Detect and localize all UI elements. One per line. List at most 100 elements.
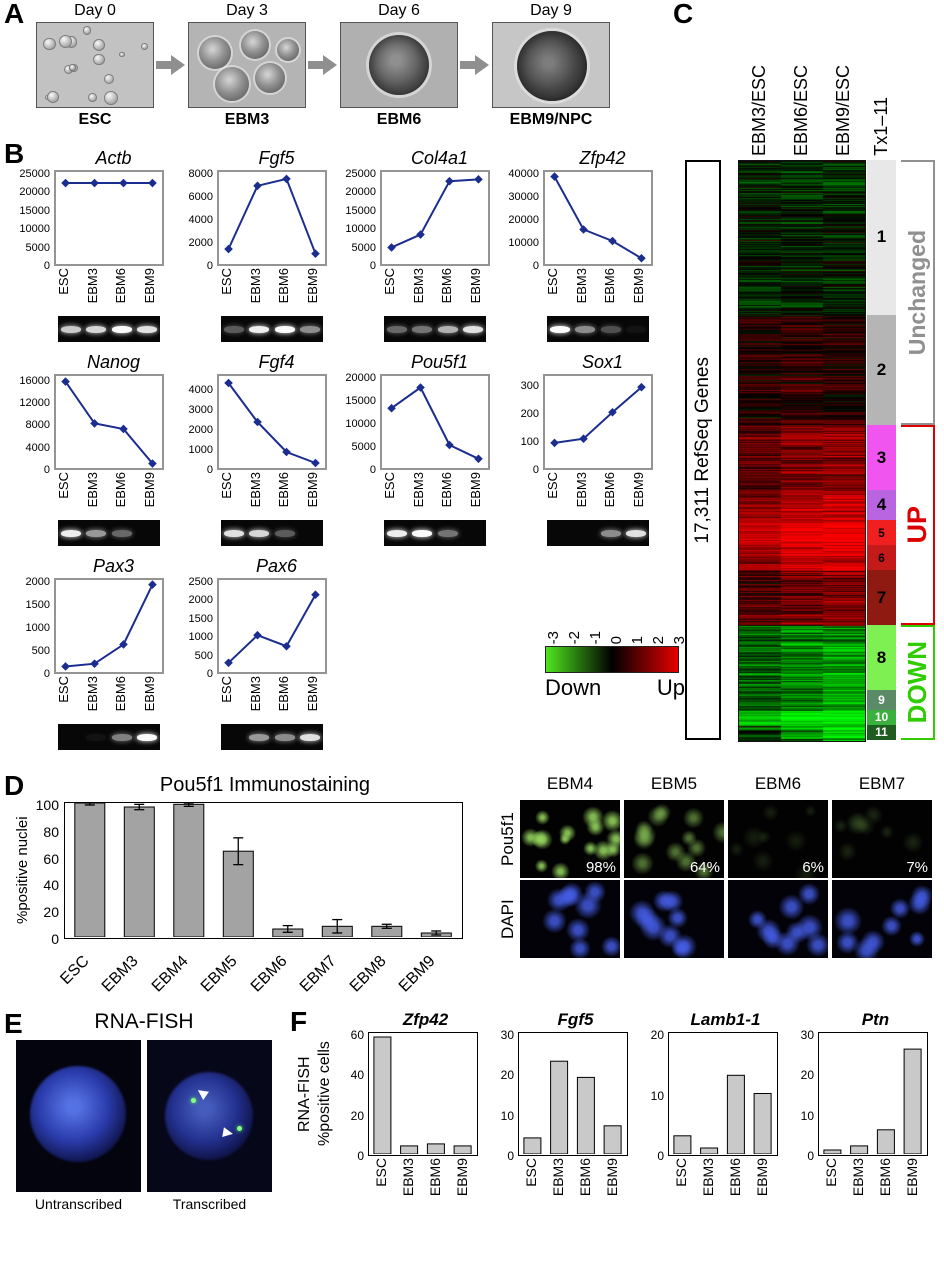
immunofluorescence-image-grid: EBM4 EBM5 EBM6 EBM7 Pou5f1 98% 64% 6% 7% DAPI: [498, 774, 932, 958]
stained-nucleus: [558, 824, 577, 842]
chart-title: Ptn: [861, 1010, 890, 1029]
dapi-nucleus: [889, 898, 911, 919]
legend-tick-row: -3 -2 -1 0 1 2 3: [545, 602, 688, 644]
row-label-pou5f1: Pou5f1: [498, 812, 517, 866]
x-tick-label: ESC: [544, 472, 560, 499]
rna-fish-chart-grid: Zfp42 0 20 40 60 ESC EBM3 EBM6 EBM9 Fgf5 0 10 20 30 ES…: [342, 1010, 933, 1236]
gel-nanog: [58, 520, 160, 546]
chart-pax3: Pax3 0 500 1000 1500 2000 ESC EBM3 EBM6 EBM9: [12, 556, 173, 750]
cell-colony: [93, 54, 105, 66]
stained-nucleus: [856, 816, 876, 836]
gel-band: [549, 325, 570, 333]
y-tick-label: 0: [357, 1149, 364, 1163]
y-tick-label: 5000: [351, 441, 376, 453]
panel-d: D Pou5f1 Immunostaining %positive nuclei…: [0, 772, 944, 1008]
y-tick-label: 20000: [19, 186, 50, 199]
stained-nucleus: [581, 805, 604, 828]
panel-a-label: A: [4, 0, 25, 29]
legend-tick-label: -3: [545, 630, 562, 644]
gel-band: [300, 733, 321, 741]
rna-fish-title: RNA-FISH: [94, 1010, 194, 1033]
plot-area: [368, 1032, 478, 1156]
plot-area: [668, 1032, 778, 1156]
x-axis: ESC EBM3 EBM6 EBM9: [217, 470, 327, 518]
heatmap-col-header-ebm9: EBM9/ESC: [833, 64, 853, 156]
y-tick-label: 0: [369, 260, 376, 272]
y-tick-label: 100: [520, 436, 539, 449]
cluster-band-7: 7: [867, 570, 896, 626]
heatmap-col-header-ebm3: EBM3/ESC: [749, 64, 769, 156]
cell-colony: [46, 90, 59, 103]
x-axis: ESC EBM3 EBM6 EBM9: [368, 1156, 478, 1236]
chart-title: Pax3: [92, 556, 135, 576]
dapi-image-ebm5: [624, 880, 724, 958]
y-axis: 0 5000 10000 15000 20000 25000: [12, 168, 54, 272]
chart-body: 0 5000 10000 15000 20000 25000: [338, 168, 499, 272]
y-tick-label: 4000: [188, 384, 213, 396]
y-tick-label: 0: [43, 464, 50, 476]
y-tick-label: 60: [350, 1028, 364, 1042]
x-tick-label: EBM3: [247, 676, 263, 712]
gel-band: [386, 529, 407, 537]
chart-body: 0 5000 10000 15000 20000 25000: [12, 168, 173, 272]
cell-colony: [43, 37, 56, 51]
timeline-step: Day 0 ESC: [34, 2, 156, 129]
gel-band: [86, 529, 107, 537]
x-tick-label: EBM9: [468, 268, 484, 304]
chart-fgf4: Fgf4 0 1000 2000 3000 4000 ESC EBM3 EBM6 EBM9: [175, 352, 336, 546]
y-tick-label: 3000: [188, 404, 213, 416]
chart-title: Zfp42: [579, 148, 626, 168]
x-tick-label: EBM9: [305, 268, 321, 304]
x-tick-label: EBM3: [247, 472, 263, 508]
chart-col4a1: Col4a1 0 5000 10000 15000 20000 25000 ESC EBM3 EB…: [338, 148, 499, 342]
y-tick-label: 1000: [188, 444, 213, 456]
y-axis: 0 500 1000 1500 2000 2500: [175, 576, 217, 680]
x-tick-label: ESC: [381, 268, 397, 295]
y-tick-label: 30: [500, 1028, 514, 1042]
cell-colony: [103, 91, 118, 105]
y-tick-label: 10000: [508, 237, 539, 249]
gel-band: [300, 325, 321, 333]
immunostaining-bar-chart: %positive nuclei 0 20 40 60 80 100: [14, 798, 463, 946]
gel-zfp42: [547, 316, 649, 342]
group-bracket-unchanged: Unchanged: [901, 160, 935, 426]
gel-band: [463, 325, 484, 333]
gel-band: [61, 734, 81, 741]
y-tick-label: 15000: [345, 204, 376, 217]
x-tick-label: ESC: [55, 472, 71, 499]
pou5f1-image-ebm5: 64%: [624, 800, 724, 878]
percent-label: 7%: [906, 859, 928, 876]
caption-transcribed: Transcribed: [172, 1196, 247, 1212]
chart-pax6: Pax6 0 500 1000 1500 2000 2500 ESC EBM3 EBM6 EBM9: [175, 556, 336, 750]
arrow-right-icon: [460, 54, 490, 81]
x-tick-label: EBM3: [84, 472, 100, 508]
plot-area: [217, 170, 327, 266]
legend-word-row: Down Up: [545, 675, 685, 701]
y-axis: 0 5000 10000 15000 20000: [338, 372, 380, 476]
chart-body: 0 10000 20000 30000 40000: [501, 168, 662, 272]
stained-nucleus: [605, 829, 620, 849]
gel-pax3: [58, 724, 160, 750]
plot-area: [518, 1032, 628, 1156]
y-axis: 0 5000 10000 15000 20000 25000: [338, 168, 380, 272]
gel-actb: [58, 316, 160, 342]
y-tick-label: 25000: [345, 168, 376, 180]
y-tick-label: 2000: [25, 576, 50, 588]
dapi-nucleus: [778, 894, 805, 920]
y-tick-label: 20: [350, 1108, 364, 1123]
cluster-band-8: 8: [867, 625, 896, 691]
y-tick-label: 0: [369, 464, 376, 476]
y-axis: 0 10 20 30: [792, 1029, 818, 1162]
y-tick-label: 4000: [188, 214, 213, 226]
embryoid-body: [369, 35, 429, 95]
chart-body: 0 20 40 60: [342, 1028, 483, 1162]
y-tick-label: 15000: [345, 395, 376, 407]
gel-band: [412, 325, 433, 333]
stained-nucleus: [535, 810, 550, 825]
dapi-nucleus: [806, 933, 828, 958]
stained-nucleus: [804, 804, 817, 818]
timeline-step: Day 9 EBM9/NPC: [490, 2, 612, 129]
heatmap: [738, 160, 866, 742]
x-tick-label: EBM3: [84, 268, 100, 304]
cell-colony: [87, 93, 97, 102]
